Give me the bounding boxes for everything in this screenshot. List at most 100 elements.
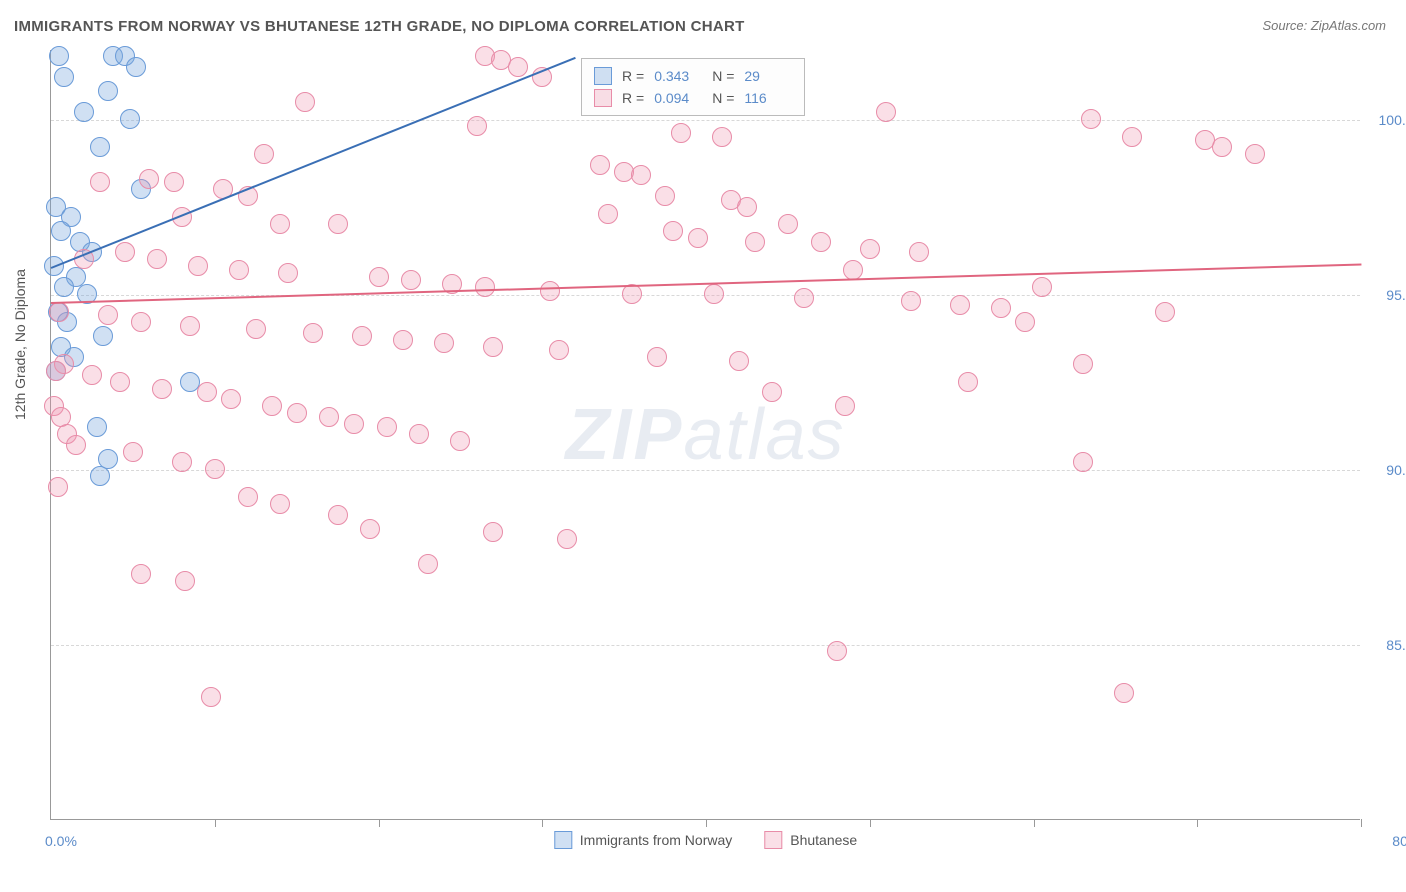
trendline (51, 57, 576, 269)
legend-r-label: R = (622, 68, 644, 84)
scatter-point (110, 372, 130, 392)
scatter-point (46, 361, 66, 381)
scatter-point (1245, 144, 1265, 164)
series-legend-item: Immigrants from Norway (554, 831, 732, 849)
scatter-point (90, 137, 110, 157)
scatter-point (377, 417, 397, 437)
legend-n-label: N = (712, 68, 734, 84)
scatter-point (1122, 127, 1142, 147)
scatter-point (270, 214, 290, 234)
scatter-point (737, 197, 757, 217)
y-tick-label: 85.0% (1386, 637, 1406, 653)
scatter-point (1073, 354, 1093, 374)
scatter-point (434, 333, 454, 353)
scatter-point (475, 277, 495, 297)
scatter-point (87, 417, 107, 437)
scatter-point (467, 116, 487, 136)
scatter-point (131, 312, 151, 332)
scatter-plot-area: ZIPatlas 85.0%90.0%95.0%100.0%0.0%80.0%R… (50, 50, 1360, 820)
scatter-point (131, 564, 151, 584)
scatter-point (843, 260, 863, 280)
scatter-point (369, 267, 389, 287)
x-tick (1361, 819, 1362, 827)
scatter-point (876, 102, 896, 122)
scatter-point (1032, 277, 1052, 297)
scatter-point (958, 372, 978, 392)
stats-legend: R =0.343N =29R =0.094N =116 (581, 58, 805, 116)
scatter-point (90, 466, 110, 486)
scatter-point (557, 529, 577, 549)
legend-n-value: 116 (744, 90, 792, 106)
scatter-point (483, 337, 503, 357)
y-axis-label: 12th Grade, No Diploma (12, 269, 28, 420)
scatter-point (54, 277, 74, 297)
stats-legend-row: R =0.343N =29 (594, 65, 792, 87)
scatter-point (74, 102, 94, 122)
scatter-point (123, 442, 143, 462)
scatter-point (98, 305, 118, 325)
scatter-point (393, 330, 413, 350)
gridline (51, 645, 1360, 646)
legend-n-value: 29 (744, 68, 792, 84)
scatter-point (270, 494, 290, 514)
scatter-point (147, 249, 167, 269)
scatter-point (1114, 683, 1134, 703)
scatter-point (688, 228, 708, 248)
scatter-point (794, 288, 814, 308)
scatter-point (93, 326, 113, 346)
scatter-point (835, 396, 855, 416)
scatter-point (48, 477, 68, 497)
scatter-point (139, 169, 159, 189)
scatter-point (631, 165, 651, 185)
scatter-point (901, 291, 921, 311)
chart-title: IMMIGRANTS FROM NORWAY VS BHUTANESE 12TH… (14, 18, 745, 35)
scatter-point (549, 340, 569, 360)
scatter-point (254, 144, 274, 164)
scatter-point (221, 389, 241, 409)
scatter-point (49, 302, 69, 322)
x-tick (379, 819, 380, 827)
scatter-point (729, 351, 749, 371)
scatter-point (1081, 109, 1101, 129)
scatter-point (827, 641, 847, 661)
scatter-point (90, 172, 110, 192)
scatter-point (360, 519, 380, 539)
series-legend: Immigrants from Norway Bhutanese (554, 831, 857, 849)
scatter-point (1155, 302, 1175, 322)
scatter-point (663, 221, 683, 241)
scatter-point (152, 379, 172, 399)
legend-r-value: 0.094 (654, 90, 702, 106)
scatter-point (201, 687, 221, 707)
scatter-point (328, 214, 348, 234)
scatter-point (540, 281, 560, 301)
scatter-point (450, 431, 470, 451)
scatter-point (54, 67, 74, 87)
scatter-point (115, 242, 135, 262)
x-axis-max-label: 80.0% (1392, 833, 1406, 849)
scatter-point (508, 57, 528, 77)
scatter-point (401, 270, 421, 290)
scatter-point (860, 239, 880, 259)
scatter-point (328, 505, 348, 525)
series-legend-label: Bhutanese (790, 832, 857, 848)
scatter-point (319, 407, 339, 427)
y-tick-label: 90.0% (1386, 462, 1406, 478)
scatter-point (344, 414, 364, 434)
scatter-point (205, 459, 225, 479)
series-legend-label: Immigrants from Norway (580, 832, 732, 848)
scatter-point (950, 295, 970, 315)
legend-swatch (554, 831, 572, 849)
series-legend-item: Bhutanese (764, 831, 857, 849)
legend-r-label: R = (622, 90, 644, 106)
scatter-point (991, 298, 1011, 318)
scatter-point (238, 487, 258, 507)
legend-swatch (764, 831, 782, 849)
watermark: ZIPatlas (565, 394, 845, 476)
scatter-point (303, 323, 323, 343)
scatter-point (409, 424, 429, 444)
scatter-point (1015, 312, 1035, 332)
scatter-point (483, 522, 503, 542)
scatter-point (352, 326, 372, 346)
x-axis-min-label: 0.0% (45, 833, 77, 849)
legend-n-label: N = (712, 90, 734, 106)
